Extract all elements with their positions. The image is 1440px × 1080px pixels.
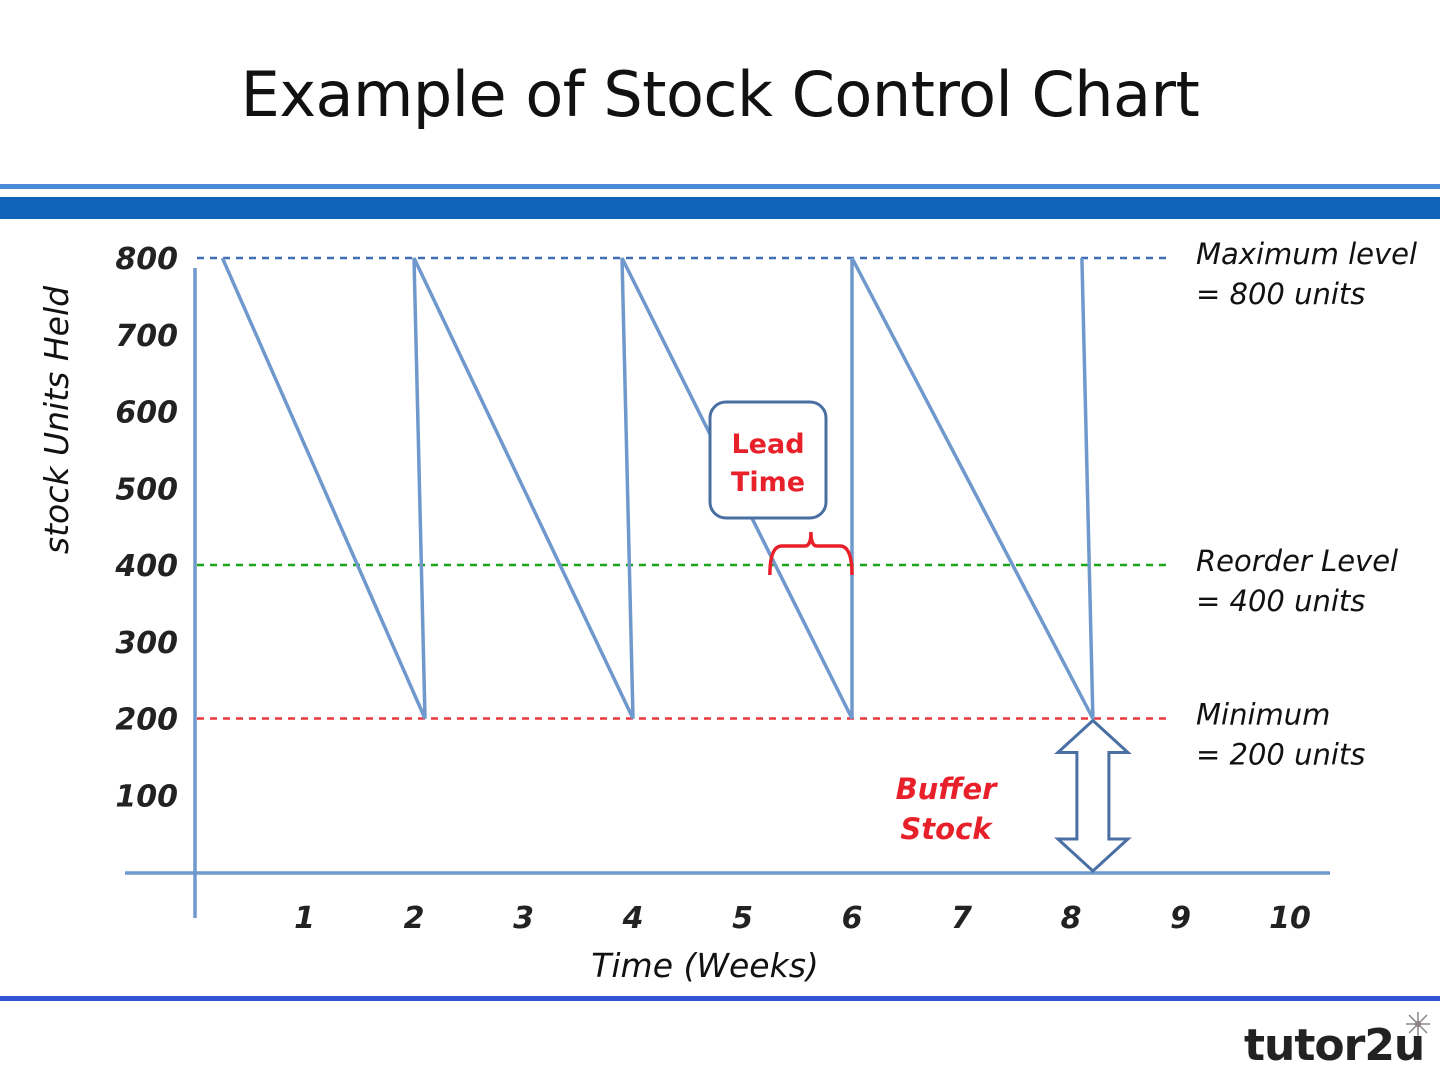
chart-axes [125, 268, 1330, 918]
x-tick-label: 8 [1061, 901, 1082, 936]
x-tick-label: 7 [951, 901, 972, 936]
x-tick-label: 1 [294, 901, 315, 936]
y-tick-label: 600 [115, 396, 178, 431]
buffer-stock-label-line1: Buffer [896, 772, 999, 806]
y-axis-label: stock Units Held [37, 285, 76, 554]
tutor2u-logo: tutor2u [1244, 1020, 1425, 1071]
lead-time-label-line2: Time [731, 467, 805, 498]
minimum-label-line1: Minimum [1196, 698, 1330, 732]
header-rule-thick [0, 197, 1440, 219]
x-tick-label: 4 [622, 901, 644, 936]
reorder-label-line2: = 400 units [1196, 584, 1365, 618]
y-tick-label: 800 [115, 242, 178, 277]
x-tick-labels: 1 2 3 4 5 6 7 8 9 10 [294, 901, 1311, 936]
reference-lines [197, 256, 1170, 720]
maximum-label-line2: = 800 units [1196, 277, 1365, 311]
reference-labels: Maximum level = 800 units Reorder Level = 4… [1196, 237, 1417, 772]
x-tick-label: 9 [1170, 901, 1191, 936]
buffer-stock-label-line2: Stock [900, 812, 993, 846]
logo-spark-icon [1406, 1012, 1430, 1036]
lead-time-callout-box [708, 400, 828, 520]
lead-time-label-line1: Lead [731, 429, 804, 460]
y-tick-labels: 100 200 300 400 500 600 700 800 [114, 242, 178, 814]
x-tick-label: 10 [1269, 901, 1311, 936]
x-axis-label: Time (Weeks) [591, 946, 819, 985]
y-tick-label: 300 [115, 626, 178, 661]
reorder-label-line1: Reorder Level [1196, 544, 1398, 578]
lead-time-brace [768, 531, 854, 576]
slide-title: Example of Stock Control Chart [240, 58, 1200, 131]
footer-rule [0, 996, 1440, 1001]
y-tick-label: 500 [115, 472, 178, 507]
stock-level-line [220, 257, 1095, 720]
y-tick-label: 400 [114, 549, 178, 584]
annotations: Lead Time Buffer Stock [708, 400, 1132, 874]
y-tick-label: 700 [115, 319, 178, 354]
buffer-stock-arrow [1054, 718, 1132, 874]
maximum-label-line1: Maximum level [1196, 237, 1417, 271]
minimum-label-line2: = 200 units [1196, 738, 1365, 772]
stock-series [220, 257, 1095, 720]
x-tick-label: 3 [513, 901, 534, 936]
x-tick-label: 5 [732, 901, 753, 936]
header-rule-thin [0, 184, 1440, 189]
x-tick-label: 2 [404, 901, 425, 936]
y-tick-label: 200 [115, 703, 178, 738]
x-tick-label: 6 [842, 901, 863, 936]
y-tick-label: 100 [115, 779, 178, 814]
